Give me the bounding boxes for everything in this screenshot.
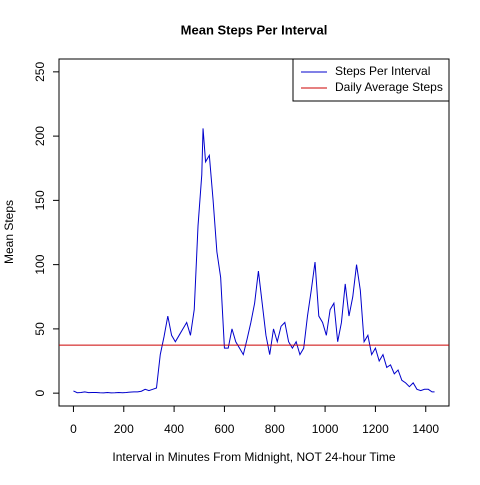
y-tick-label: 150: [33, 190, 47, 210]
data-line: [73, 128, 435, 394]
x-tick-label: 1200: [362, 422, 389, 436]
legend-box: [292, 58, 450, 102]
legend-label: Steps Per Interval: [335, 64, 430, 78]
x-tick-label: 400: [164, 422, 184, 436]
x-tick-label: 600: [214, 422, 234, 436]
plot-frame: [58, 58, 450, 407]
x-tick-label: 1400: [412, 422, 439, 436]
y-tick-label: 200: [33, 126, 47, 146]
chart-title: Mean Steps Per Interval: [181, 22, 328, 37]
x-axis-label: Interval in Minutes From Midnight, NOT 2…: [112, 450, 396, 464]
y-tick-label: 250: [33, 62, 47, 82]
x-tick-label: 200: [114, 422, 134, 436]
y-tick-label: 50: [33, 322, 47, 336]
legend-label: Daily Average Steps: [335, 80, 443, 94]
x-tick-label: 1000: [312, 422, 339, 436]
x-tick-label: 800: [265, 422, 285, 436]
y-axis-label: Mean Steps: [2, 200, 16, 264]
y-tick-label: 0: [33, 389, 47, 396]
y-tick-label: 100: [33, 254, 47, 274]
x-tick-label: 0: [70, 422, 77, 436]
